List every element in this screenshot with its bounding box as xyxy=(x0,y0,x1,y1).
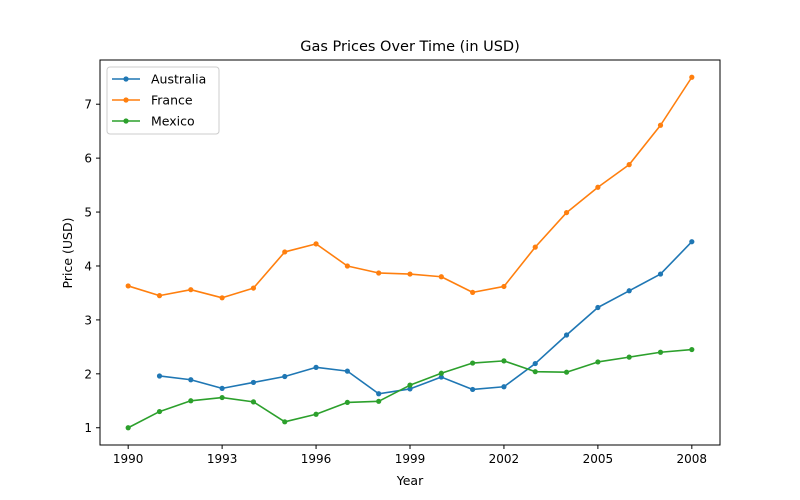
x-tick-label: 1990 xyxy=(113,452,144,466)
data-point xyxy=(313,364,319,370)
data-point xyxy=(156,373,163,379)
chart-title: Gas Prices Over Time (in USD) xyxy=(300,39,520,55)
data-point xyxy=(219,295,225,301)
data-point xyxy=(219,394,225,401)
y-tick-label: 4 xyxy=(84,259,92,273)
data-point xyxy=(282,419,288,425)
y-axis-label: Price (USD) xyxy=(60,218,75,289)
x-tick-label: 1999 xyxy=(395,452,426,466)
series-australia xyxy=(156,239,695,397)
data-point xyxy=(595,304,601,311)
data-point xyxy=(376,391,382,397)
data-point xyxy=(657,122,664,128)
data-point xyxy=(250,285,257,291)
series-france xyxy=(125,74,695,301)
legend-label: Mexico xyxy=(151,114,195,129)
x-tick-label: 2005 xyxy=(583,452,614,466)
data-point xyxy=(188,398,194,404)
data-point xyxy=(376,270,382,276)
data-point xyxy=(689,74,695,80)
legend-swatch-marker xyxy=(123,118,129,124)
data-point xyxy=(595,359,601,365)
data-point xyxy=(407,382,413,388)
data-point xyxy=(626,354,632,360)
x-tick-label: 2002 xyxy=(489,452,520,466)
data-point xyxy=(501,358,507,364)
data-point xyxy=(313,411,319,417)
data-point xyxy=(407,271,413,277)
data-point xyxy=(657,271,664,277)
x-axis-label: Year xyxy=(396,473,424,488)
legend-box xyxy=(106,66,220,135)
data-point xyxy=(125,425,131,431)
data-point xyxy=(313,241,319,247)
data-point xyxy=(501,283,507,290)
data-point xyxy=(689,239,695,245)
data-point xyxy=(595,184,601,190)
plot-frame xyxy=(99,59,721,446)
data-point xyxy=(532,369,538,375)
y-tick-label: 7 xyxy=(84,98,92,112)
data-point xyxy=(438,370,444,376)
x-tick-label: 1993 xyxy=(207,452,238,466)
data-point xyxy=(438,274,444,280)
data-point xyxy=(626,288,632,294)
y-tick-label: 1 xyxy=(84,421,92,435)
data-point xyxy=(376,398,382,404)
data-point xyxy=(125,283,131,289)
x-tick-label: 2008 xyxy=(677,452,708,466)
series-line xyxy=(159,241,693,395)
data-point xyxy=(438,374,444,380)
data-point xyxy=(407,386,413,392)
data-point xyxy=(188,287,194,293)
legend-label: Australia xyxy=(151,72,206,87)
axis-ticks: 1990 1993 1996 1999 2002 2005 2008 1 2 3 4 5 6 7 xyxy=(84,98,707,466)
series-layer xyxy=(125,74,695,431)
data-point xyxy=(563,209,570,216)
data-point xyxy=(188,377,194,383)
data-point xyxy=(250,399,257,405)
data-point xyxy=(219,385,225,391)
legend: Australia France Mexico xyxy=(106,66,220,135)
legend-item: Australia xyxy=(112,72,206,87)
legend-item: France xyxy=(112,93,193,108)
y-tick-label: 2 xyxy=(84,367,92,381)
data-point xyxy=(156,293,163,299)
y-tick-label: 5 xyxy=(84,206,92,220)
data-point xyxy=(563,332,570,338)
data-point xyxy=(344,263,350,269)
data-point xyxy=(470,386,476,393)
data-point xyxy=(657,349,664,355)
legend-swatch-marker xyxy=(123,76,129,82)
legend-item: Mexico xyxy=(112,114,195,129)
data-point xyxy=(532,244,538,250)
series-mexico xyxy=(125,346,695,431)
data-point xyxy=(563,369,570,375)
data-point xyxy=(626,162,632,168)
data-point xyxy=(250,379,257,386)
data-point xyxy=(470,289,476,296)
data-point xyxy=(344,399,350,406)
data-point xyxy=(689,346,695,353)
x-tick-label: 1996 xyxy=(301,452,332,466)
legend-swatch-marker xyxy=(123,97,129,103)
data-point xyxy=(470,360,476,366)
y-tick-label: 3 xyxy=(84,313,92,327)
y-tick-label: 6 xyxy=(84,152,92,166)
data-point xyxy=(282,373,288,380)
data-point xyxy=(344,368,350,374)
legend-label: France xyxy=(151,93,193,108)
data-point xyxy=(156,408,163,415)
data-point xyxy=(501,384,507,390)
data-point xyxy=(532,360,538,367)
data-point xyxy=(282,249,288,255)
